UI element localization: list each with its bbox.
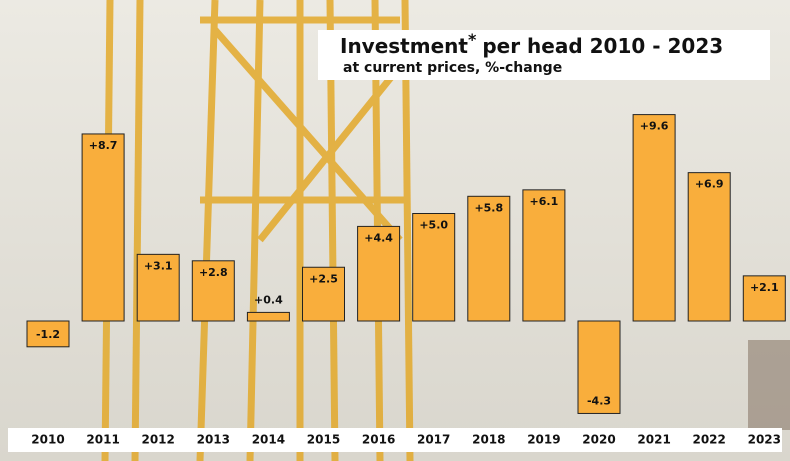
x-tick-label: 2013 <box>197 433 230 447</box>
x-tick-label: 2018 <box>472 433 505 447</box>
x-tick-label: 2015 <box>307 433 340 447</box>
bar <box>633 115 675 321</box>
bar <box>82 134 124 321</box>
value-label: +4.4 <box>364 231 393 244</box>
value-label: +5.8 <box>474 201 503 214</box>
value-label: +6.1 <box>530 195 559 208</box>
x-tick-label: 2022 <box>692 433 725 447</box>
x-tick-label: 2019 <box>527 433 560 447</box>
title-text: Investment <box>340 34 468 58</box>
value-label: +8.7 <box>89 139 118 152</box>
value-label: +2.8 <box>199 266 228 279</box>
title-footnote-mark: * <box>468 30 477 49</box>
chart-subtitle: at current prices, %-change <box>343 60 562 76</box>
value-label: +3.1 <box>144 259 173 272</box>
x-tick-label: 2020 <box>582 433 615 447</box>
bar <box>468 196 510 321</box>
x-tick-label: 2017 <box>417 433 450 447</box>
bar <box>247 312 289 321</box>
x-tick-label: 2010 <box>31 433 64 447</box>
value-label: +6.9 <box>695 178 724 191</box>
chart-title: Investment* per head 2010 - 2023 <box>340 30 723 58</box>
chart: Investment* per head 2010 - 2023 at curre… <box>0 0 790 461</box>
value-label: +0.4 <box>254 293 283 306</box>
value-label: +2.1 <box>750 281 779 294</box>
x-tick-label: 2021 <box>637 433 670 447</box>
value-label: -1.2 <box>36 328 60 341</box>
building <box>748 340 790 430</box>
value-label: -4.3 <box>587 394 611 407</box>
bar <box>688 173 730 321</box>
x-tick-label: 2023 <box>748 433 781 447</box>
x-tick-label: 2016 <box>362 433 395 447</box>
value-label: +5.0 <box>419 219 448 232</box>
bar <box>523 190 565 321</box>
value-label: +9.6 <box>640 120 669 133</box>
x-tick-label: 2014 <box>252 433 285 447</box>
value-label: +2.5 <box>309 272 338 285</box>
x-tick-label: 2012 <box>141 433 174 447</box>
title-text: per head 2010 - 2023 <box>482 34 723 58</box>
x-tick-label: 2011 <box>86 433 119 447</box>
